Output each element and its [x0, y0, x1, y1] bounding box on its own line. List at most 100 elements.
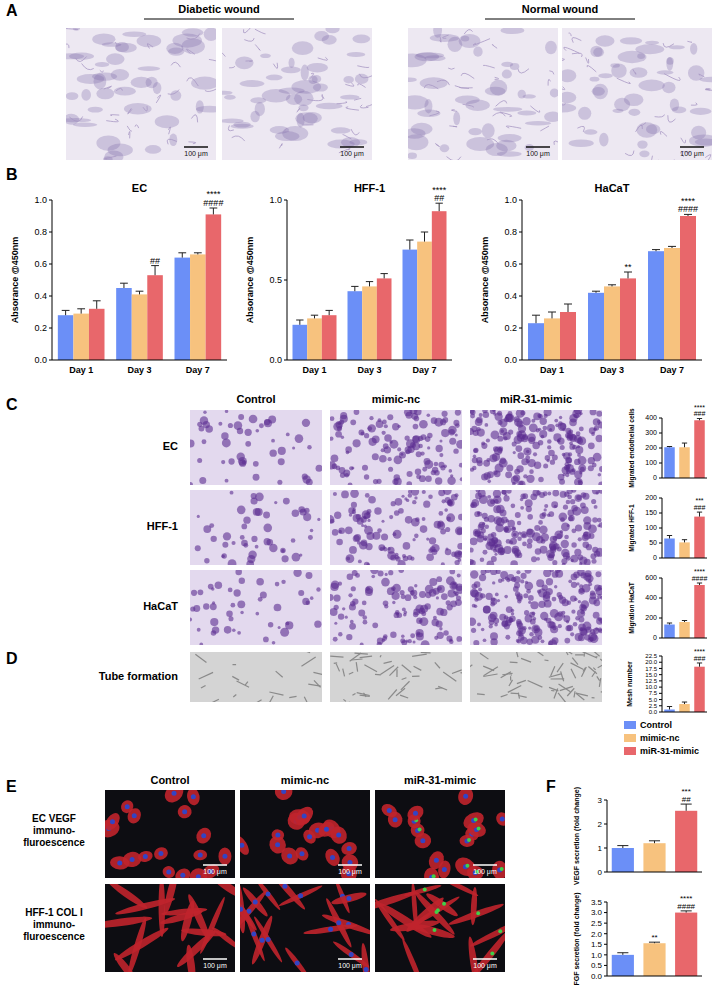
fiber: [168, 90, 179, 95]
micrograph: [190, 570, 322, 645]
cell: [535, 548, 542, 555]
cell: [365, 588, 373, 596]
cell: [384, 446, 391, 453]
cell: [278, 447, 286, 455]
cell: [547, 492, 551, 496]
tissue: [620, 37, 642, 44]
significance: **: [624, 262, 632, 272]
cell: [520, 494, 525, 499]
tissue: [592, 87, 605, 96]
cell: [235, 570, 241, 575]
cell: [580, 503, 586, 509]
error-cap: [608, 284, 616, 285]
cell: [554, 613, 563, 622]
tube: [199, 672, 213, 679]
tissue: [672, 106, 686, 113]
cell: [421, 640, 430, 645]
micrograph: [470, 570, 602, 645]
fiber: [135, 125, 139, 128]
column-header: mimic-nc: [281, 774, 329, 786]
cell: [302, 598, 309, 605]
tissue: [611, 63, 626, 78]
error-bar: [366, 282, 373, 287]
error-bar: [682, 540, 687, 543]
cell: [495, 464, 504, 473]
cell: [441, 429, 449, 437]
cell: [237, 631, 241, 635]
cell: [228, 423, 233, 428]
cell: [529, 632, 534, 637]
cell: [307, 445, 311, 449]
tick-label: 0.4: [504, 291, 517, 301]
tissue: [115, 42, 129, 52]
cell: [382, 636, 387, 641]
cell: [458, 514, 462, 520]
micrograph: [222, 28, 372, 160]
error-line: [384, 274, 385, 279]
cell: [397, 425, 400, 428]
cell: [531, 556, 537, 562]
nucleus: [130, 857, 135, 862]
tissue: [138, 66, 161, 71]
error-line: [123, 283, 124, 288]
cell: [483, 638, 487, 642]
tube: [549, 674, 561, 677]
error-cap: [548, 312, 556, 313]
tube: [350, 653, 361, 661]
error-cap: [366, 281, 373, 282]
category-label: Day 7: [412, 365, 436, 375]
cell: [455, 599, 462, 606]
error-bar: [178, 253, 186, 258]
bar: [322, 315, 337, 360]
fiber: [66, 28, 78, 29]
fiber: [586, 58, 589, 64]
chart: 0.02.55.07.510.012.515.017.520.022.5Mesh…: [626, 648, 707, 715]
cell: [410, 633, 415, 638]
cell: [330, 608, 338, 616]
tube: [296, 652, 311, 653]
cell: [291, 538, 296, 543]
error-bar: [532, 315, 540, 323]
tissue: [550, 89, 558, 98]
panel-label: E: [6, 778, 17, 795]
cell: [506, 617, 512, 623]
fiber: [285, 128, 290, 132]
cell: [541, 539, 546, 544]
cell: [553, 543, 559, 549]
column-header: miR-31-mimic: [500, 393, 572, 405]
cell: [560, 423, 567, 430]
cell: [459, 463, 462, 468]
legend: Controlmimic-ncmiR-31-mimic: [624, 720, 699, 756]
cell: [478, 524, 484, 530]
tube: [510, 676, 511, 680]
cell: [538, 589, 547, 598]
tick: [659, 618, 662, 619]
tick: [659, 433, 662, 434]
cell: [520, 506, 524, 510]
cell: [304, 508, 309, 513]
chart: 0100200300400Migrated endothelial cells*…: [628, 404, 707, 488]
cell: [477, 535, 484, 542]
cell: [568, 515, 574, 521]
group-title: Normal wound: [522, 3, 598, 15]
cell: [574, 413, 579, 418]
fiber: [143, 106, 147, 111]
tube: [402, 665, 411, 673]
scale-bar: [340, 146, 364, 148]
cell: [596, 411, 602, 417]
x-axis: [662, 478, 707, 479]
cell: [277, 480, 282, 485]
cell: [249, 415, 258, 424]
tick: [519, 296, 522, 297]
cell: [548, 639, 557, 645]
tick: [659, 463, 662, 464]
cell: [531, 419, 535, 423]
tissue: [610, 63, 620, 68]
axis-title: Absorance @450nm: [245, 237, 255, 323]
cell: [491, 597, 496, 602]
cell: [567, 601, 572, 606]
cell: [443, 630, 448, 635]
tube: [551, 666, 555, 676]
cell: [470, 570, 478, 578]
cell: [298, 590, 304, 596]
